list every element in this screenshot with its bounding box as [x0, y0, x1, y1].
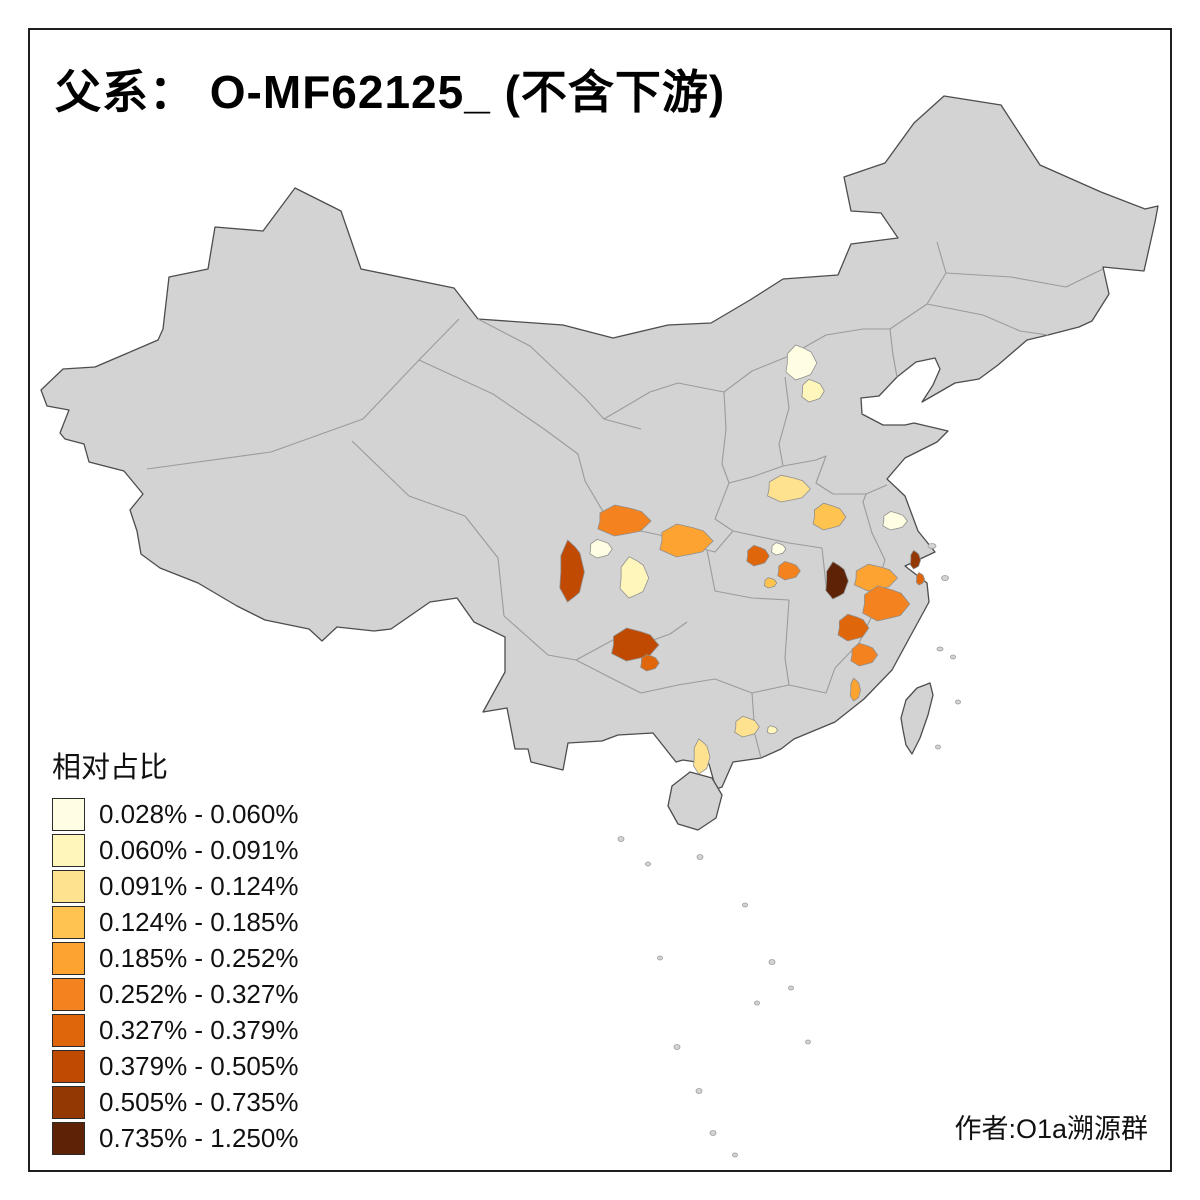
china-mainland	[40, 95, 1159, 790]
legend-swatch	[52, 906, 85, 939]
legend-swatch	[52, 1086, 85, 1119]
legend-item: 0.379% - 0.505%	[52, 1050, 298, 1083]
map-highlight-region	[659, 523, 714, 558]
legend-swatch	[52, 978, 85, 1011]
legend-item-label: 0.735% - 1.250%	[99, 1123, 299, 1153]
legend-item: 0.060% - 0.091%	[52, 834, 298, 867]
hainan-island	[667, 771, 723, 831]
legend-item-label: 0.060% - 0.091%	[99, 835, 299, 865]
legend-swatch	[52, 834, 85, 867]
map-highlight-region	[785, 344, 818, 381]
legend-swatch	[52, 1050, 85, 1083]
legend-item-label: 0.028% - 0.060%	[99, 799, 299, 829]
map-highlight-region	[597, 504, 652, 537]
map-highlight-region	[777, 560, 801, 581]
map-highlight-region	[734, 715, 760, 738]
map-highlight-region	[801, 378, 825, 403]
map-highlight-region	[909, 549, 922, 570]
legend-swatch	[52, 798, 85, 831]
legend-item: 0.124% - 0.185%	[52, 906, 298, 939]
legend-item-label: 0.185% - 0.252%	[99, 943, 299, 973]
legend-swatch	[52, 942, 85, 975]
map-highlight-region	[825, 561, 849, 600]
map-highlight-region	[850, 642, 879, 667]
sea-islands	[617, 543, 961, 1158]
map-highlight-region	[640, 654, 660, 672]
legend-title: 相对占比	[52, 752, 169, 784]
map-highlights	[559, 344, 925, 775]
legend-items: 0.028% - 0.060% 0.060% - 0.091% 0.091% - 0…	[52, 798, 298, 1155]
legend-swatch	[52, 870, 85, 903]
map-highlight-region	[559, 539, 585, 603]
legend-item: 0.252% - 0.327%	[52, 978, 298, 1011]
legend-item: 0.028% - 0.060%	[52, 798, 298, 831]
legend-item-label: 0.124% - 0.185%	[99, 907, 299, 937]
map-highlight-region	[767, 474, 812, 503]
map-highlight-region	[766, 725, 779, 735]
map-highlight-region	[837, 613, 870, 642]
map-highlight-region	[619, 556, 650, 599]
legend-swatch	[52, 1014, 85, 1047]
map-highlight-region	[589, 538, 613, 559]
legend-item-label: 0.252% - 0.327%	[99, 979, 299, 1009]
legend: 相对占比 0.028% - 0.060% 0.060% - 0.091% 0.091…	[52, 744, 298, 1158]
taiwan-island	[900, 682, 934, 755]
map-highlight-region	[882, 510, 908, 531]
map-highlight-region	[812, 502, 847, 531]
author-credit: 作者:O1a溯源群	[954, 1114, 1148, 1144]
map-highlight-region	[746, 544, 770, 567]
legend-item-label: 0.505% - 0.735%	[99, 1087, 299, 1117]
map-highlight-region	[915, 572, 925, 586]
map-title: 父系： O-MF62125_ (不含下游)	[55, 66, 726, 118]
map-highlight-region	[693, 738, 711, 775]
map-highlight-region	[849, 677, 862, 702]
legend-swatch	[52, 1122, 85, 1155]
legend-item-label: 0.091% - 0.124%	[99, 871, 299, 901]
map-highlight-region	[763, 577, 778, 589]
map-highlight-region	[862, 585, 911, 622]
legend-item: 0.091% - 0.124%	[52, 870, 298, 903]
legend-item-label: 0.379% - 0.505%	[99, 1051, 299, 1081]
legend-item-label: 0.327% - 0.379%	[99, 1015, 299, 1045]
map-highlight-region	[771, 542, 787, 556]
legend-item: 0.185% - 0.252%	[52, 942, 298, 975]
legend-item: 0.327% - 0.379%	[52, 1014, 298, 1047]
legend-item: 0.735% - 1.250%	[52, 1122, 298, 1155]
legend-item: 0.505% - 0.735%	[52, 1086, 298, 1119]
